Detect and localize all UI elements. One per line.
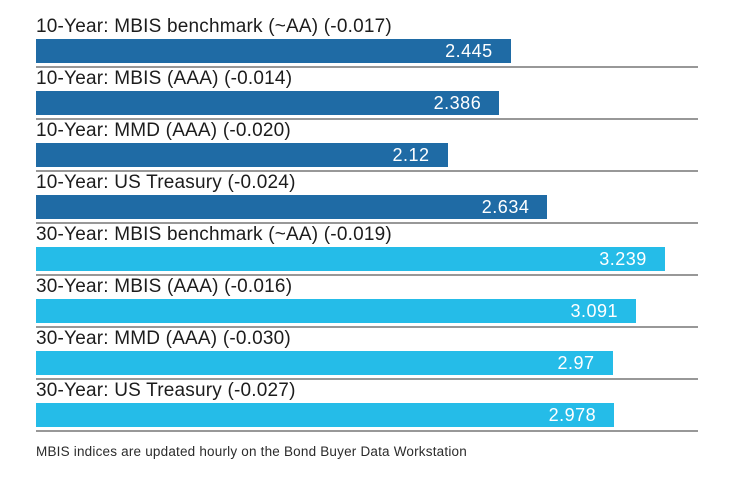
- chart-row: 30-Year: US Treasury (-0.027) 2.978: [36, 380, 698, 432]
- chart-row: 30-Year: MMD (AAA) (-0.030) 2.97: [36, 328, 698, 380]
- row-divider-line: [36, 378, 698, 380]
- bar-label: 10-Year: US Treasury (-0.024): [36, 172, 296, 193]
- bar-value-label: 3.091: [570, 300, 619, 321]
- row-divider-line: [36, 222, 698, 224]
- bar-track: 2.978: [36, 403, 698, 427]
- bar-label: 30-Year: MBIS (AAA) (-0.016): [36, 276, 293, 297]
- chart-footnote: MBIS indices are updated hourly on the B…: [36, 444, 467, 459]
- bar: 2.634: [36, 195, 548, 219]
- chart-row: 10-Year: MBIS (AAA) (-0.014) 2.386: [36, 68, 698, 120]
- chart-row: 30-Year: MBIS benchmark (~AA) (-0.019) 3…: [36, 224, 698, 276]
- bar-label: 10-Year: MBIS (AAA) (-0.014): [36, 68, 293, 89]
- bar-track: 2.386: [36, 91, 698, 115]
- bar-label: 10-Year: MBIS benchmark (~AA) (-0.017): [36, 16, 392, 37]
- bar-label: 10-Year: MMD (AAA) (-0.020): [36, 120, 291, 141]
- chart-row: 10-Year: MBIS benchmark (~AA) (-0.017) 2…: [36, 16, 698, 68]
- bar-label: 30-Year: US Treasury (-0.027): [36, 380, 296, 401]
- row-divider-line: [36, 170, 698, 172]
- bar-track: 2.97: [36, 351, 698, 375]
- row-divider-line: [36, 326, 698, 328]
- bar-label: 30-Year: MMD (AAA) (-0.030): [36, 328, 291, 349]
- chart-rows: 10-Year: MBIS benchmark (~AA) (-0.017) 2…: [36, 16, 698, 432]
- bar: 3.239: [36, 247, 665, 271]
- bar-value-label: 2.386: [433, 92, 482, 113]
- row-divider-line: [36, 66, 698, 68]
- row-divider-line: [36, 118, 698, 120]
- bar-label: 30-Year: MBIS benchmark (~AA) (-0.019): [36, 224, 392, 245]
- chart-row: 10-Year: MMD (AAA) (-0.020) 2.12: [36, 120, 698, 172]
- bar-value-label: 2.445: [445, 40, 493, 61]
- bar-value-label: 2.634: [481, 196, 530, 217]
- bar-value-label: 3.239: [599, 248, 647, 269]
- bar-value-label: 2.12: [392, 144, 430, 165]
- bar: 2.97: [36, 351, 613, 375]
- bar-track: 3.239: [36, 247, 698, 271]
- bar-track: 2.12: [36, 143, 698, 167]
- row-divider-line: [36, 430, 698, 432]
- bar: 2.445: [36, 39, 511, 63]
- bar: 3.091: [36, 299, 637, 323]
- bond-yield-bar-chart: 10-Year: MBIS benchmark (~AA) (-0.017) 2…: [36, 16, 698, 432]
- bar-value-label: 2.978: [548, 404, 597, 425]
- chart-row: 10-Year: US Treasury (-0.024) 2.634: [36, 172, 698, 224]
- chart-row: 30-Year: MBIS (AAA) (-0.016) 3.091: [36, 276, 698, 328]
- bar: 2.386: [36, 91, 500, 115]
- bar-track: 3.091: [36, 299, 698, 323]
- bar: 2.12: [36, 143, 448, 167]
- bar-track: 2.634: [36, 195, 698, 219]
- bar-value-label: 2.97: [557, 352, 595, 373]
- bar: 2.978: [36, 403, 615, 427]
- row-divider-line: [36, 274, 698, 276]
- bar-track: 2.445: [36, 39, 698, 63]
